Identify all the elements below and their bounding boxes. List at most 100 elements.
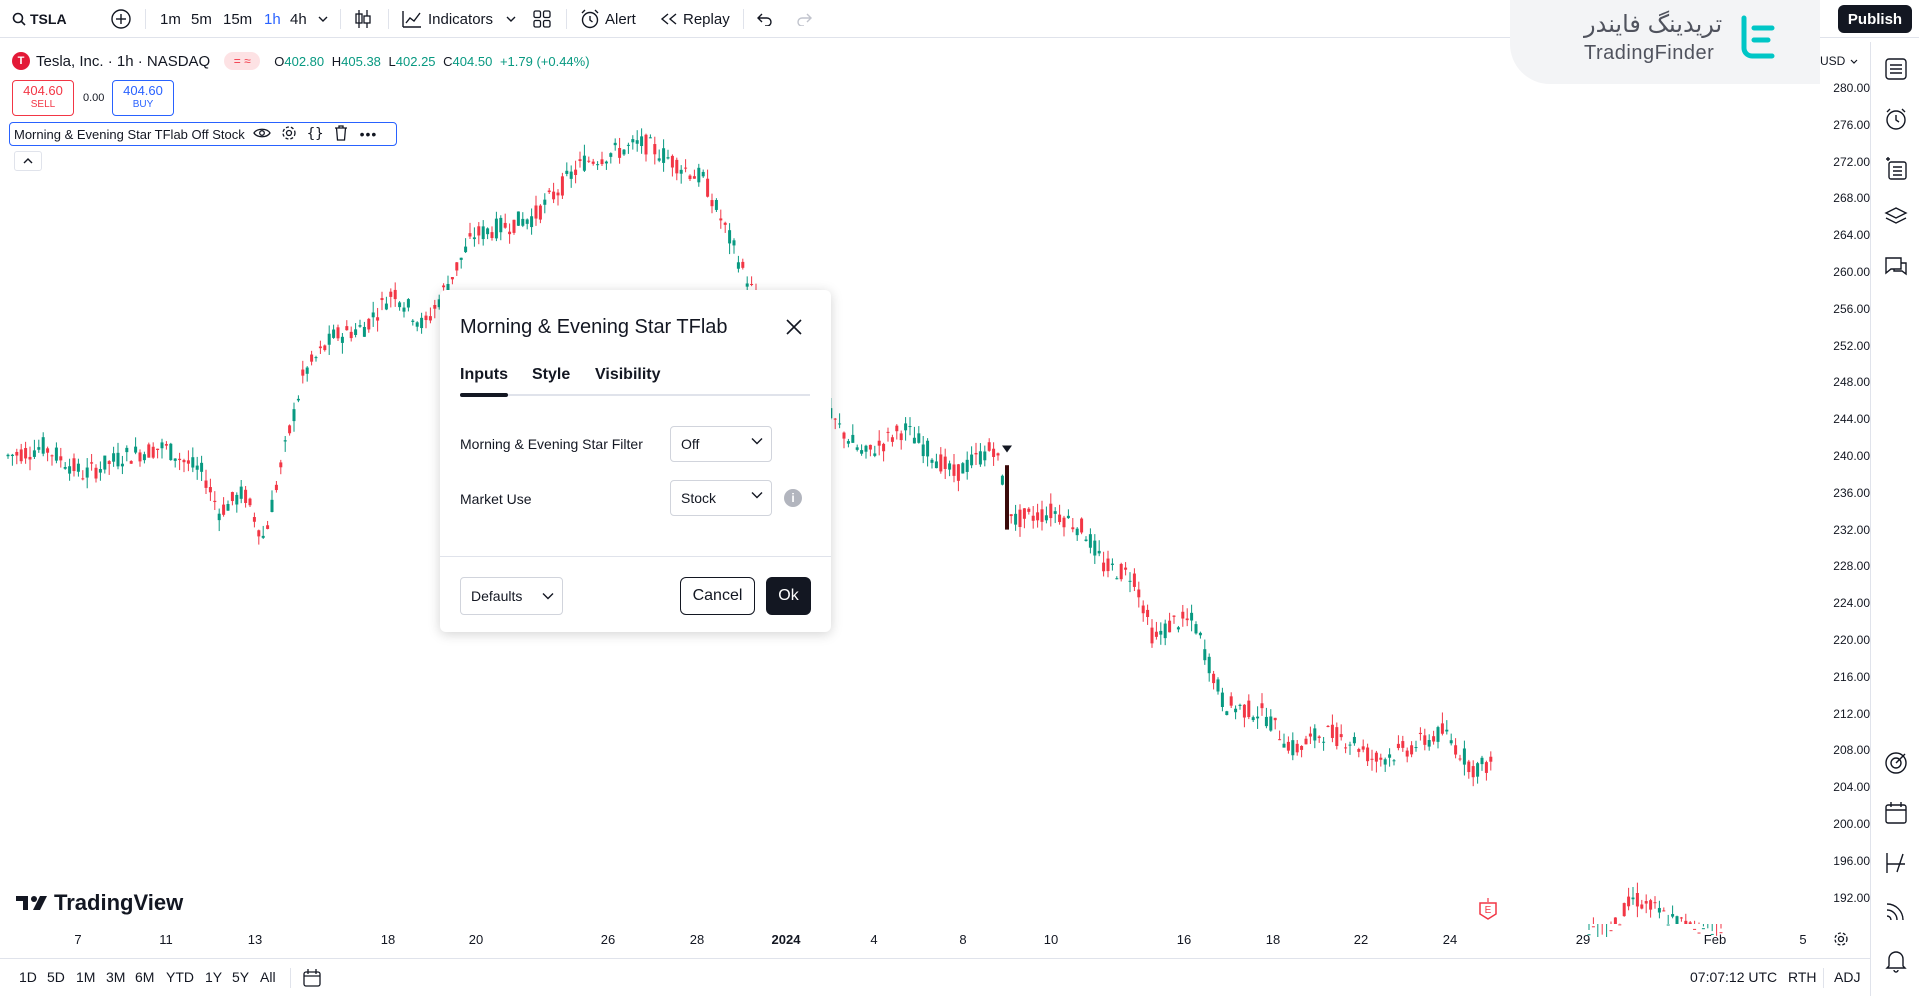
range-ytd[interactable]: YTD xyxy=(166,969,194,985)
candle-body xyxy=(600,159,604,165)
interval-dropdown[interactable] xyxy=(318,0,328,38)
time-tick-label: 10 xyxy=(1043,932,1059,947)
redo-button[interactable] xyxy=(796,0,812,38)
publish-button[interactable]: Publish xyxy=(1838,5,1912,33)
alert-button[interactable]: Alert xyxy=(579,0,636,38)
candle-body xyxy=(1379,757,1383,760)
compare-symbol-button[interactable] xyxy=(110,0,132,38)
collapse-legend-button[interactable] xyxy=(14,151,42,171)
more-options-icon[interactable]: ••• xyxy=(359,126,378,142)
range-6m[interactable]: 6M xyxy=(135,969,155,985)
object-tree-icon[interactable] xyxy=(1883,156,1909,182)
go-to-date-icon[interactable] xyxy=(302,968,322,988)
market-use-select[interactable]: Stock xyxy=(670,480,772,516)
indicator-legend-row[interactable]: Morning & Evening Star TFlab Off Stock {… xyxy=(9,122,397,146)
close-icon[interactable] xyxy=(785,318,803,336)
layers-icon[interactable] xyxy=(1883,204,1909,230)
time-tick-label: 24 xyxy=(1442,932,1458,947)
candle-body xyxy=(838,423,842,425)
defaults-dropdown[interactable]: Defaults xyxy=(460,577,563,615)
candle-body xyxy=(340,336,344,343)
eye-icon[interactable] xyxy=(252,127,271,142)
candle-body xyxy=(1313,728,1317,741)
plus-circle-icon xyxy=(111,9,131,29)
price-chart[interactable] xyxy=(4,42,1812,937)
undo-button[interactable] xyxy=(757,0,773,38)
candle-body xyxy=(1679,917,1683,919)
candle-body xyxy=(939,454,943,472)
watchlist-icon[interactable] xyxy=(1883,56,1909,82)
candle-body xyxy=(213,500,217,503)
range-5y[interactable]: 5Y xyxy=(232,969,250,985)
info-icon[interactable]: i xyxy=(784,489,802,507)
chart-settings-gear-icon[interactable] xyxy=(1833,931,1849,952)
ideas-icon[interactable] xyxy=(1883,850,1909,876)
range-1d[interactable]: 1D xyxy=(19,969,37,985)
open-value: 402.80 xyxy=(284,53,325,69)
candle-body xyxy=(1587,934,1591,936)
target-icon[interactable] xyxy=(1883,750,1909,776)
range-3m[interactable]: 3M xyxy=(106,969,126,985)
interval-5m[interactable]: 5m xyxy=(191,10,212,28)
high-label: H xyxy=(331,53,342,69)
currency-selector[interactable]: USD xyxy=(1820,54,1858,68)
candle-body xyxy=(714,200,718,210)
candle-body xyxy=(252,517,256,522)
sell-button[interactable]: 404.60 SELL xyxy=(12,80,74,116)
range-all[interactable]: All xyxy=(260,969,276,985)
replay-button[interactable]: Replay xyxy=(660,0,730,38)
streams-icon[interactable] xyxy=(1883,898,1909,924)
adjust-toggle[interactable]: ADJ xyxy=(1834,969,1861,985)
price-axis[interactable]: USD 280.00 276.00 272.00 268.00 264.00 260.00… xyxy=(1812,42,1870,942)
candle-body xyxy=(1710,933,1714,935)
candle-body xyxy=(1370,758,1374,760)
candle-body xyxy=(147,444,151,458)
candle-body xyxy=(389,291,393,297)
time-axis[interactable]: 7 11 13 18 20 26 28 2024 4 8 10 16 18 22 24 29 Feb 5 xyxy=(0,928,1812,952)
buy-button[interactable]: 404.60 BUY xyxy=(112,80,174,116)
alerts-clock-icon[interactable] xyxy=(1883,106,1909,132)
tab-style[interactable]: Style xyxy=(532,366,571,383)
interval-1m[interactable]: 1m xyxy=(160,10,181,28)
earnings-event-icon[interactable]: E xyxy=(1478,898,1498,920)
layout-button[interactable] xyxy=(532,0,552,38)
time-tick-label: 29 xyxy=(1575,932,1591,947)
notifications-bell-icon[interactable] xyxy=(1883,948,1909,974)
candle-body xyxy=(908,426,912,428)
clock-time[interactable]: 07:07:12 UTC xyxy=(1690,969,1778,985)
candle-body xyxy=(173,458,177,461)
candle-body xyxy=(692,176,696,179)
candle-body xyxy=(534,205,538,219)
interval-15m[interactable]: 15m xyxy=(223,10,253,28)
range-1m[interactable]: 1M xyxy=(76,969,96,985)
indicators-button[interactable]: Indicators xyxy=(401,0,493,38)
candle-body xyxy=(618,147,622,158)
candle-body xyxy=(877,440,881,446)
trash-icon[interactable] xyxy=(334,124,348,144)
candle-body xyxy=(98,469,102,473)
candle-body xyxy=(354,329,358,335)
cancel-button[interactable]: Cancel xyxy=(680,577,755,615)
calendar-icon[interactable] xyxy=(1883,800,1909,826)
settings-gear-icon[interactable] xyxy=(281,125,297,144)
watermark-persian-text: تریدینگ فایندر xyxy=(1584,11,1723,38)
chart-type-button[interactable] xyxy=(354,0,372,38)
ok-button[interactable]: Ok xyxy=(766,577,811,615)
range-1y[interactable]: 1Y xyxy=(205,969,223,985)
symbol-search[interactable]: TSLA xyxy=(12,0,67,38)
market-status-icon[interactable]: = ≈ xyxy=(224,52,261,70)
tab-visibility[interactable]: Visibility xyxy=(595,366,661,383)
candle-body xyxy=(556,192,560,196)
range-5d[interactable]: 5D xyxy=(47,969,65,985)
tab-inputs[interactable]: Inputs xyxy=(460,366,508,383)
indicator-templates-dropdown[interactable] xyxy=(506,0,516,38)
filter-select[interactable]: Off xyxy=(670,426,772,462)
session-toggle[interactable]: RTH xyxy=(1788,969,1817,985)
interval-1h[interactable]: 1h xyxy=(264,10,281,28)
chat-icon[interactable] xyxy=(1883,254,1909,280)
market-use-label: Market Use xyxy=(460,491,532,507)
source-code-icon[interactable]: {} xyxy=(306,126,324,142)
candle-body xyxy=(112,453,116,462)
interval-4h[interactable]: 4h xyxy=(290,10,307,28)
legend-title: Tesla, Inc. · 1h · NASDAQ xyxy=(36,52,211,70)
